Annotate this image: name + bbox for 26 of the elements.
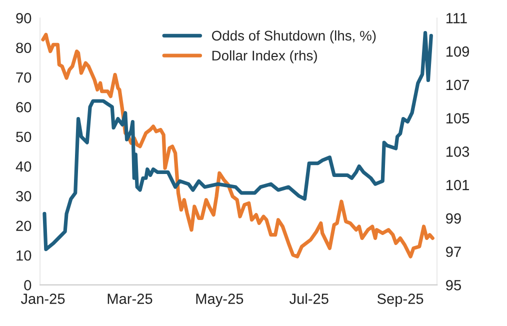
y-tick-label: 70 [16,72,32,83]
legend-label: Dollar Index (rhs) [212,50,317,64]
y-tick-label: 50 [16,132,32,142]
y-tick-label: 20 [16,220,32,232]
y-tick-label: 10 [16,250,32,261]
y2-tick-label: 111 [446,13,467,24]
y2-tick-label: 105 [446,113,470,124]
y-tick-label: 0 [24,280,32,290]
x-tick-label: Mar-25 [108,294,152,304]
y2-tick-label: 97 [446,246,461,257]
y-tick-label: 90 [16,13,32,24]
y2-tick-label: 109 [446,46,470,57]
y2-tick-label: 99 [446,213,461,224]
x-tick-label: Jan-25 [20,294,65,304]
x-tick-label: May-25 [196,294,244,307]
y2-tick-label: 107 [446,80,469,90]
x-tick-label: Sep-25 [377,294,424,307]
y2-tick-label: 101 [446,180,469,190]
y-tick-label: 60 [16,102,32,112]
legend-label: Odds of Shutdown (lhs, %) [212,30,376,44]
x-tick-label: Jul-25 [289,293,328,304]
y-tick-label: 40 [16,161,32,172]
y-tick-label: 80 [16,42,32,54]
y2-tick-label: 103 [446,146,470,157]
y2-tick-label: 95 [446,280,461,290]
y-tick-label: 30 [16,191,32,202]
